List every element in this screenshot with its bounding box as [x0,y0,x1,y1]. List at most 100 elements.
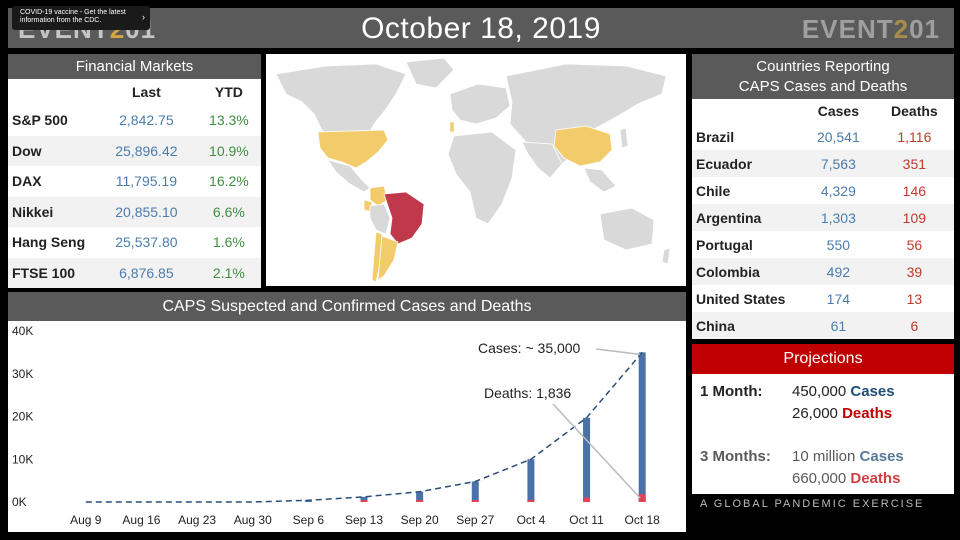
deaths-bar [360,500,368,502]
index-ytd: 1.6% [212,234,245,251]
tagline: A GLOBAL PANDEMIC EXERCISE [700,498,925,510]
chevron-right-icon: › [142,12,145,22]
map-chile [371,231,383,283]
country-cases: 1,303 [802,204,875,231]
index-last: 25,896.42 [96,135,197,166]
country-cases: 492 [802,258,875,285]
cases-bar [360,496,368,502]
countries-title-line1: Countries Reporting [756,58,890,75]
map-united-states [317,129,389,169]
annotation-cases: Cases: ~ 35,000 [478,340,581,356]
country-name: Ecuador [692,150,802,177]
financial-table: Last YTD S&P 500 2,842.75 13.3% Dow 25,8… [8,79,261,288]
table-row: Ecuador 7,563 351 [692,150,954,177]
country-name: Colombia [692,258,802,285]
country-cases: 4,329 [820,182,856,199]
deaths-bar [471,500,479,502]
y-tick-label: 20K [12,410,33,424]
annotation-deaths-leader [552,403,641,499]
index-name: Dow [8,135,96,166]
country-cases: 20,541 [816,128,860,145]
countries-title-line2: CAPS Cases and Deaths [738,78,908,95]
covid-info-banner[interactable]: COVID-19 vaccine - Get the latest inform… [12,6,150,30]
x-tick-label: Aug 16 [122,513,160,527]
one-month-deaths: 26,000 Deaths [792,405,893,422]
map-peru [369,203,391,235]
country-deaths: 13 [906,290,923,307]
table-header-row: Last YTD [8,79,261,105]
cases-bar [416,491,424,502]
x-tick-label: Sep 13 [345,513,383,527]
table-row: China 61 6 [692,312,954,339]
col-name-header [8,79,96,105]
table-row: Chile 4,329 146 [692,177,954,204]
map-india [521,141,563,179]
country-name: Portugal [696,236,753,253]
cases-bar [583,417,591,502]
index-name: FTSE 100 [8,257,96,288]
table-row: Brazil 20,541 1,116 [692,123,954,150]
countries-title: Countries Reporting CAPS Cases and Death… [692,54,954,99]
table-row: United States 174 13 [692,285,954,312]
col-ytd-header: YTD [214,84,243,100]
map-greenland [405,57,455,89]
projections-panel: Projections 1 Month: 450,000 Cases 26,00… [692,344,954,494]
world-map [266,54,686,286]
three-months-deaths: 660,000 Deaths [792,470,901,487]
country-deaths: 146 [902,182,927,199]
country-name: Brazil [696,128,735,145]
y-tick-label: 10K [12,452,33,466]
col-deaths-header: Deaths [891,103,938,119]
deaths-bar [527,499,535,502]
x-tick-label: Oct 11 [569,513,604,527]
three-months-cases: 10 million Cases [792,448,904,465]
y-tick-label: 30K [12,367,33,381]
table-row: Dow 25,896.42 10.9% [8,135,261,166]
x-tick-label: Aug 9 [70,513,102,527]
map-portugal [449,121,455,133]
col-country-header [692,99,802,123]
three-months-label: 3 Months: [700,448,771,465]
table-row: FTSE 100 6,876.85 2.1% [8,257,261,288]
cases-bar [304,500,312,502]
country-name: Argentina [692,204,802,231]
map-asia [505,63,667,165]
x-tick-label: Aug 30 [234,513,272,527]
country-deaths: 39 [874,258,954,285]
countries-table: Cases Deaths Brazil 20,541 1,116 Ecuador 7,… [692,99,954,339]
x-tick-label: Sep 27 [456,513,494,527]
map-brazil [383,191,425,245]
index-last: 2,842.75 [119,112,174,129]
index-ytd: 2.1% [196,257,261,288]
map-africa [447,131,517,225]
index-ytd: 13.3% [209,112,249,129]
country-cases: 550 [826,236,851,253]
country-deaths: 6 [874,312,954,339]
country-cases: 174 [826,290,851,307]
map-southeast-asia [583,167,617,193]
countries-panel: Countries Reporting CAPS Cases and Death… [692,54,954,339]
table-row: DAX 11,795.19 16.2% [8,166,261,197]
y-tick-label: 0K [12,495,27,509]
index-last: 25,537.80 [115,234,178,251]
deaths-bar [638,494,646,502]
page-title: October 18, 2019 [361,12,601,45]
index-name: DAX [12,173,42,190]
map-central-america [327,159,371,193]
y-tick-label: 40K [12,324,33,338]
table-row: Nikkei 20,855.10 6.6% [8,196,261,227]
col-cases-header: Cases [817,103,859,119]
map-colombia [369,185,389,207]
annotation-cases-leader [595,348,641,356]
country-deaths: 1,116 [897,128,932,145]
x-tick-label: Oct 18 [625,513,661,527]
cases-trend-line [85,351,643,503]
index-ytd: 6.6% [196,196,261,227]
map-europe [449,83,511,125]
index-ytd: 16.2% [209,173,249,190]
map-australia [599,207,655,251]
x-tick-label: Aug 23 [178,513,216,527]
event201-logo-right: EVENT201 [801,14,940,44]
country-cases: 61 [802,312,875,339]
deaths-bar [416,500,424,502]
